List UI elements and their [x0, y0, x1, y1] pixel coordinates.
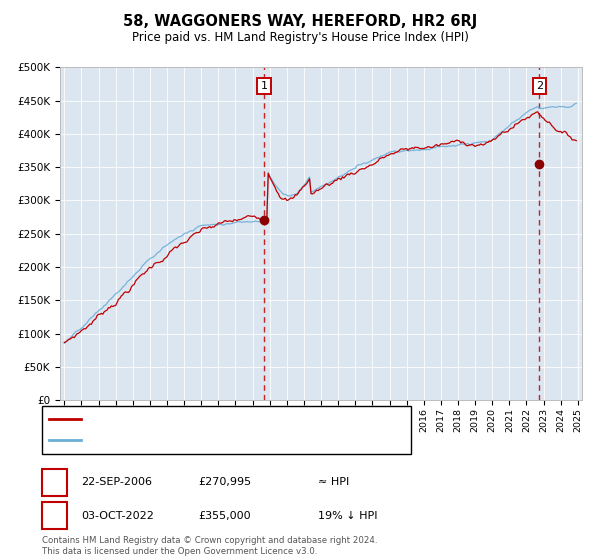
Text: 1: 1	[51, 475, 58, 489]
Text: 2: 2	[51, 509, 58, 522]
Text: £355,000: £355,000	[198, 511, 251, 521]
Text: 58, WAGGONERS WAY, HEREFORD, HR2 6RJ (detached house): 58, WAGGONERS WAY, HEREFORD, HR2 6RJ (de…	[85, 414, 394, 424]
Text: 22-SEP-2006: 22-SEP-2006	[81, 477, 152, 487]
Text: 2: 2	[536, 81, 543, 91]
Text: 19% ↓ HPI: 19% ↓ HPI	[318, 511, 377, 521]
Text: 03-OCT-2022: 03-OCT-2022	[81, 511, 154, 521]
Text: 58, WAGGONERS WAY, HEREFORD, HR2 6RJ: 58, WAGGONERS WAY, HEREFORD, HR2 6RJ	[123, 14, 477, 29]
Text: ≈ HPI: ≈ HPI	[318, 477, 349, 487]
Text: 1: 1	[260, 81, 268, 91]
Text: Price paid vs. HM Land Registry's House Price Index (HPI): Price paid vs. HM Land Registry's House …	[131, 31, 469, 44]
Text: Contains HM Land Registry data © Crown copyright and database right 2024.
This d: Contains HM Land Registry data © Crown c…	[42, 536, 377, 556]
Text: £270,995: £270,995	[198, 477, 251, 487]
Text: HPI: Average price, detached house, Herefordshire: HPI: Average price, detached house, Here…	[85, 435, 338, 445]
